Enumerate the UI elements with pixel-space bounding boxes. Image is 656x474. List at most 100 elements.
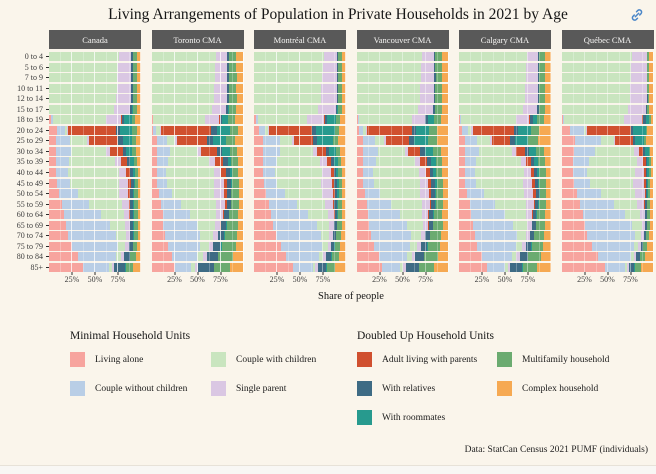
bar-row-12-to-14 (459, 94, 551, 104)
bar-segment-couple-no-children (464, 146, 480, 156)
bar-segment-couple-with-children (459, 94, 526, 104)
bar-row-45-to-49 (151, 178, 244, 188)
bar-segment-living-alone (151, 199, 161, 209)
bar-segment-living-alone (561, 157, 574, 167)
bar-segment-complex (232, 252, 244, 262)
legend-swatch (211, 352, 226, 367)
bar-segment-with-roommates (517, 125, 531, 135)
bar-row-7-to-9 (561, 73, 654, 83)
bar-segment-multifamily (435, 157, 443, 167)
bar-segment-single-parent (419, 178, 429, 188)
bar-segment-with-relatives (414, 252, 424, 262)
legend-item-label: Couple without children (95, 383, 188, 394)
bar-segment-couple-no-children (280, 241, 323, 251)
y-axis-label: 20 to 24 (6, 126, 49, 135)
bar-segment-complex (545, 157, 551, 167)
bar-row-80-to-84 (49, 252, 141, 262)
bar-segment-complex (136, 136, 141, 146)
x-tick-label: 50% (497, 275, 513, 284)
bar-segment-complex (442, 210, 449, 220)
bar-segment-living-alone (356, 210, 369, 220)
bar-segment-complex (540, 252, 551, 262)
x-tick-label: 75% (418, 275, 433, 284)
bar-segment-living-alone (561, 231, 588, 241)
bar-row-45-to-49 (459, 178, 551, 188)
bar-segment-single-parent (419, 94, 434, 104)
bar-segment-couple-no-children (263, 146, 280, 156)
bar-segment-adult-with-parents (385, 136, 409, 146)
bar-segment-single-parent (318, 104, 336, 114)
bar-row-55-to-59 (49, 199, 141, 209)
bar-segment-complex (339, 125, 346, 135)
bar-row-40-to-44 (151, 168, 244, 178)
bar-segment-couple-no-children (83, 262, 109, 272)
y-axis-label: 12 to 14 (6, 94, 49, 103)
y-axis-label: 5 to 6 (6, 63, 49, 72)
bar-segment-complex (545, 52, 551, 61)
y-tick-mark (46, 119, 49, 121)
bar-segment-couple-no-children (168, 241, 201, 251)
bar-segment-couple-no-children (464, 136, 478, 146)
bar-segment-couple-with-children (316, 220, 330, 230)
bar-segment-couple-with-children (168, 157, 210, 167)
bar-segment-couple-no-children (584, 220, 633, 230)
age-group-label: 18 to 19 (16, 115, 43, 125)
x-tick-label: 75% (213, 275, 228, 284)
bar-row-45-to-49 (49, 178, 141, 188)
bar-row-0-to-4 (254, 52, 346, 61)
bar-row-35-to-39 (151, 157, 244, 167)
bar-segment-living-alone (561, 199, 580, 209)
bar-segment-complex (442, 178, 449, 188)
bar-segment-couple-no-children (378, 252, 408, 262)
age-group-label: 30 to 34 (16, 146, 43, 156)
age-group-label: 70 to 74 (16, 231, 43, 241)
bar-segment-couple-with-children (632, 220, 642, 230)
bar-segment-complex (543, 241, 551, 251)
bar-row-30-to-34 (151, 146, 244, 156)
bar-segment-complex (441, 146, 449, 156)
facet-qu-bec-cma: Québec CMA 25% 50% 75% (561, 30, 654, 287)
link-icon[interactable] (630, 8, 644, 22)
bar-segment-multifamily (227, 115, 236, 125)
bar-segment-single-parent (418, 104, 433, 114)
bar-segment-living-alone (49, 231, 69, 241)
bar-segment-couple-with-children (167, 136, 176, 146)
y-axis-label: 7 to 9 (6, 73, 49, 82)
bar-segment-couple-no-children (587, 231, 636, 241)
bar-segment-couple-with-children (359, 115, 412, 125)
bar-segment-multifamily (228, 52, 237, 61)
bar-segment-couple-with-children (69, 157, 116, 167)
bar-segment-with-relatives (197, 262, 214, 272)
bar-segment-adult-with-parents (67, 125, 116, 135)
bar-segment-complex (434, 262, 449, 272)
bar-row-5-to-6 (254, 62, 346, 72)
bar-segment-living-alone (561, 262, 605, 272)
bar-segment-with-roommates (213, 136, 226, 146)
bar-segment-adult-with-parents (201, 146, 217, 156)
bar-segment-multifamily (436, 189, 443, 199)
bar-segment-couple-no-children (574, 146, 595, 156)
bar-segment-couple-no-children (68, 231, 117, 241)
bar-segment-multifamily (430, 231, 442, 241)
bar-row-10-to-11 (356, 83, 449, 93)
bar-segment-living-alone (49, 157, 57, 167)
bar-row-60-to-64 (459, 210, 551, 220)
bar-segment-adult-with-parents (615, 136, 633, 146)
bar-segment-living-alone (254, 146, 264, 156)
bar-segment-couple-with-children (377, 146, 406, 156)
bar-segment-couple-with-children (373, 168, 420, 178)
bar-segment-complex (437, 252, 449, 262)
y-axis-label: 75 to 79 (6, 242, 49, 251)
bar-segment-multifamily (218, 252, 233, 262)
bar-segment-single-parent (118, 52, 132, 61)
facet-canada: Canada 25% 50% 75% (49, 30, 141, 287)
bar-segment-couple-no-children (382, 262, 400, 272)
legend-item: Couple with children (211, 352, 381, 367)
bar-segment-couple-no-children (472, 220, 514, 230)
bar-segment-multifamily (435, 83, 443, 93)
bar-segment-complex (646, 136, 654, 146)
bar-row-75-to-79 (254, 241, 346, 251)
bar-segment-living-alone (254, 189, 266, 199)
age-group-label: 12 to 14 (16, 94, 43, 104)
